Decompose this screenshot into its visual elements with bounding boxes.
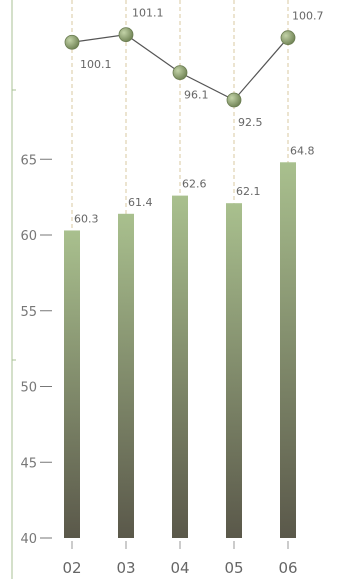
line-point — [118, 27, 134, 43]
bar — [118, 213, 134, 539]
bar-value-label: 62.1 — [236, 185, 261, 198]
y-axis: 40 45 50 55 60 65 — [20, 153, 52, 547]
point-value-label: 100.7 — [292, 10, 324, 23]
bar-value-label: 64.8 — [290, 144, 315, 157]
bar — [226, 203, 242, 538]
x-tick-label: 04 — [170, 559, 189, 577]
x-tick-label: 02 — [62, 559, 81, 577]
bars: 60.3 61.4 62.6 62.1 64.8 — [64, 144, 315, 539]
bar-value-label: 60.3 — [74, 212, 99, 225]
line-series: 100.1 101.1 96.1 92.5 100.7 — [64, 7, 324, 129]
x-tick-label: 06 — [278, 559, 297, 577]
bar-value-label: 61.4 — [128, 196, 153, 209]
x-axis: 02 03 04 05 06 — [62, 541, 298, 577]
y-tick-label: 65 — [20, 153, 37, 168]
y-tick-label: 60 — [20, 229, 37, 244]
bar-value-label: 62.6 — [182, 178, 207, 191]
bar — [280, 162, 296, 538]
point-value-label: 92.5 — [238, 116, 263, 129]
y-tick-label: 40 — [20, 532, 37, 547]
x-tick-label: 05 — [224, 559, 243, 577]
point-value-label: 100.1 — [80, 58, 112, 71]
bar — [172, 195, 188, 539]
line-point — [226, 92, 242, 108]
y-tick-label: 45 — [20, 456, 37, 471]
x-tick-label: 03 — [116, 559, 135, 577]
line-point — [172, 65, 188, 81]
point-value-label: 96.1 — [184, 89, 209, 102]
line-point — [280, 30, 296, 46]
point-value-label: 101.1 — [132, 7, 164, 20]
line-point — [64, 34, 80, 50]
bar — [64, 230, 80, 538]
y-tick-label: 55 — [20, 305, 37, 320]
y-tick-label: 50 — [20, 381, 37, 396]
